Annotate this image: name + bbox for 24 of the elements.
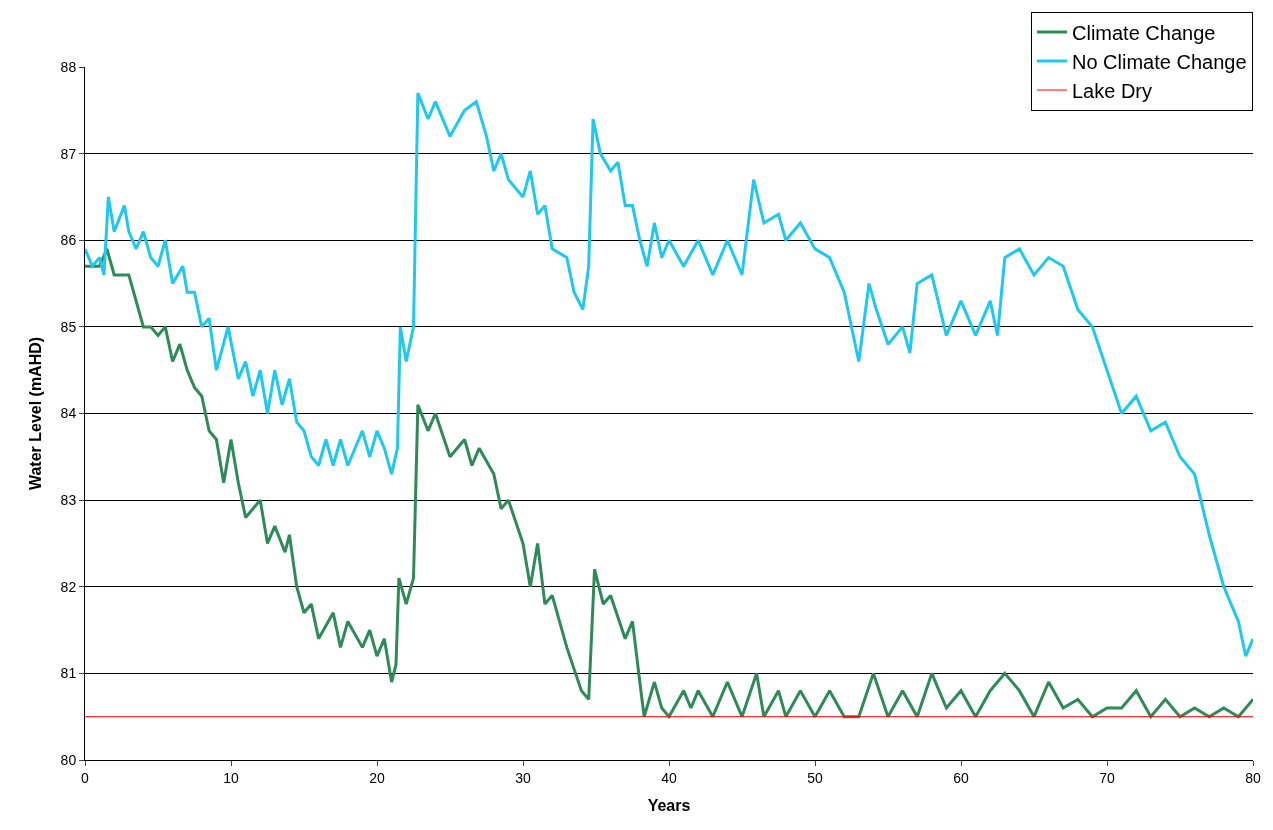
y-tick-label: 80 (60, 751, 77, 768)
y-tick-label: 85 (60, 318, 77, 335)
x-tick-label: 60 (953, 769, 969, 786)
y-tick-label: 81 (60, 665, 77, 682)
x-tick-label: 10 (223, 769, 239, 786)
y-axis-title: Water Level (mAHD) (26, 336, 44, 491)
y-tick-label: 86 (60, 232, 77, 249)
x-tick-label: 80 (1245, 769, 1261, 786)
legend-label: No Climate Change (1072, 50, 1247, 73)
y-tick-label: 87 (60, 145, 77, 162)
x-tick-label: 20 (369, 769, 385, 786)
x-tick-label: 70 (1099, 769, 1115, 786)
y-tick-label: 82 (60, 578, 77, 595)
line-series (85, 247, 1253, 719)
x-tick-label: 0 (81, 769, 90, 786)
x-tick-label: 50 (807, 769, 823, 786)
y-tick-label: 84 (60, 405, 77, 422)
x-tick-label: 40 (661, 769, 677, 786)
x-axis-title: Years (647, 797, 691, 815)
legend-label: Climate Change (1072, 21, 1216, 44)
y-tick-label: 83 (60, 492, 77, 509)
y-tick-label: 88 (60, 58, 77, 75)
x-tick-label: 30 (515, 769, 531, 786)
legend-label: Lake Dry (1072, 79, 1153, 102)
